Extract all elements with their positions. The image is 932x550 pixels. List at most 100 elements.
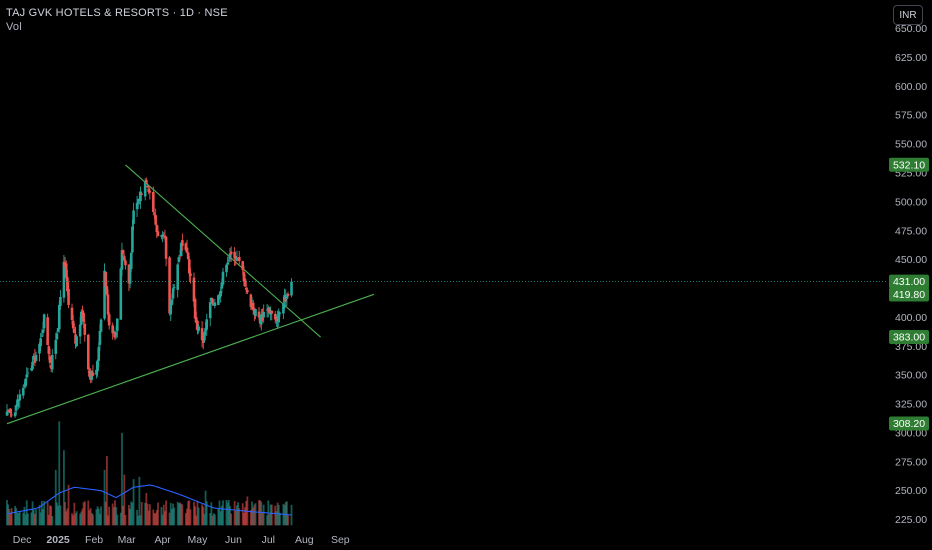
x-tick-label: May [188, 534, 209, 546]
price-badge-label: 431.00 [893, 276, 925, 288]
volume-bar [81, 508, 84, 526]
volume-bar [31, 501, 34, 526]
candle-body [225, 264, 228, 273]
x-tick-label: Feb [85, 534, 103, 546]
volume-bar [10, 508, 13, 526]
volume-bar [227, 499, 230, 526]
volume-bar [43, 501, 46, 526]
candle-body [64, 263, 68, 279]
volume-bar [16, 513, 19, 526]
volume-bar [111, 503, 114, 526]
candle-body [205, 319, 209, 330]
candle-body [121, 249, 125, 254]
volume-bar [137, 515, 140, 526]
candle-body [197, 326, 200, 331]
candle-body [196, 320, 199, 330]
candle-body [156, 231, 160, 237]
candle-body [208, 302, 212, 319]
candle-body [34, 354, 38, 361]
volume-bar [153, 513, 156, 526]
candle-body [284, 297, 288, 302]
volume-bar [105, 456, 108, 526]
candle-body [83, 323, 87, 335]
candle-body [168, 257, 171, 314]
volume-bar [27, 513, 29, 526]
candle-body [80, 311, 83, 325]
candle-body [91, 372, 95, 376]
volume-bar [15, 508, 18, 526]
candle-body [66, 277, 69, 292]
currency-button[interactable]: INR [893, 5, 923, 25]
candle-body [86, 334, 90, 370]
candle-body [170, 299, 174, 305]
volume-bar [107, 515, 109, 526]
volume-bar [83, 501, 86, 526]
candle-body [39, 338, 42, 347]
volume-bar [204, 490, 207, 526]
y-tick-label: 600.00 [895, 81, 927, 93]
volume-bar [194, 506, 197, 526]
volume-bar [130, 501, 133, 526]
volume-bars [6, 421, 293, 526]
volume-bar [287, 515, 289, 526]
candle-body [179, 242, 183, 256]
candle-body [24, 378, 27, 387]
volume-bar [225, 499, 228, 526]
volume-bar [177, 503, 180, 526]
volume-bar [49, 505, 51, 526]
candle-body [221, 271, 225, 285]
volume-bar [75, 511, 78, 526]
volume-bar [277, 504, 280, 526]
volume-bar [30, 512, 33, 526]
volume-bar [66, 508, 69, 526]
volume-bar [285, 501, 288, 526]
candle-body [106, 294, 110, 315]
candle-body [112, 331, 116, 333]
candle-body [50, 354, 54, 370]
volume-bar [8, 508, 11, 526]
candle-body [55, 333, 59, 340]
candle-body [136, 198, 140, 205]
candle-body [181, 240, 184, 247]
volume-bar [186, 508, 188, 526]
volume-bar [165, 500, 167, 526]
volume-bar [97, 508, 100, 526]
candle-body [193, 298, 197, 319]
candle-body [257, 311, 261, 318]
volume-bar [229, 506, 231, 526]
volume-bar [119, 512, 122, 526]
candle-body [220, 282, 224, 289]
candle-body [188, 259, 191, 274]
candle-body [177, 257, 181, 262]
volume-bar [131, 502, 134, 526]
x-tick-label: Jul [262, 534, 275, 546]
volume-bar [157, 502, 159, 526]
candle-body [161, 234, 164, 237]
price-badge [889, 157, 929, 172]
candle-body [73, 329, 76, 334]
volume-bar [33, 514, 36, 526]
candle-body [139, 191, 142, 202]
candle-body [189, 273, 192, 277]
y-tick-label: 475.00 [895, 225, 927, 237]
volume-bar [146, 503, 149, 526]
price-badge-label: 419.80 [893, 289, 925, 301]
volume-bar [116, 514, 119, 526]
volume-bar [132, 479, 135, 526]
candle-body [48, 356, 52, 363]
volume-bar [71, 513, 73, 526]
candle-body [62, 261, 66, 298]
volume-bar [129, 508, 131, 526]
volume-bar [46, 502, 49, 526]
volume-bar [6, 499, 8, 526]
candle-body [75, 336, 78, 346]
volume-bar [58, 421, 61, 526]
candle-body [54, 340, 58, 354]
volume-bar [197, 507, 200, 526]
volume-bar [217, 508, 220, 526]
candle-body [96, 360, 99, 372]
volume-bar [63, 450, 65, 526]
volume-bar [220, 505, 223, 526]
candle-body [14, 405, 18, 411]
